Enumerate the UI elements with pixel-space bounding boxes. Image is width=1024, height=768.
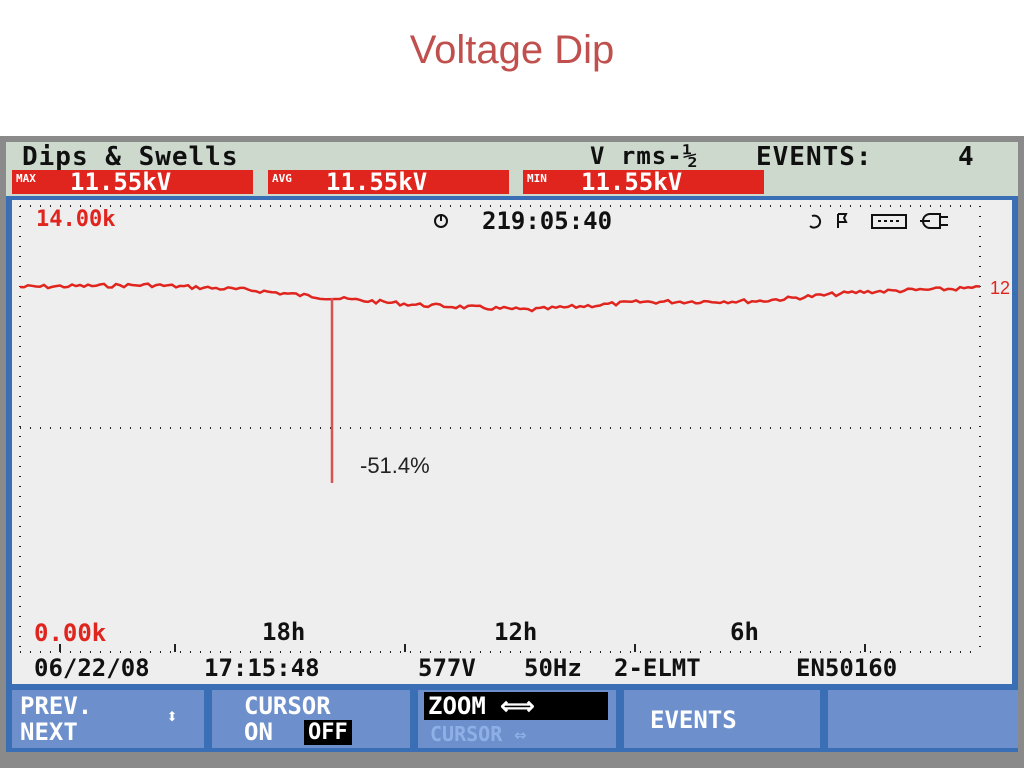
battery-icon xyxy=(871,214,907,229)
time-tick-6h: 6h xyxy=(730,618,759,646)
zoom-label: ZOOM xyxy=(428,692,486,720)
max-reading: MAX 11.55kV xyxy=(12,168,253,196)
min-value: 11.55kV xyxy=(581,168,683,196)
min-tag: MIN xyxy=(527,172,547,185)
cursor-on-label: ON xyxy=(244,718,273,746)
events-count: 4 xyxy=(958,142,975,172)
wiring-config: 2-ELMT xyxy=(614,654,701,682)
left-right-arrow-icon: ⟺ xyxy=(500,692,535,720)
prev-next-softkey[interactable]: PREV. NEXT ⬍ xyxy=(12,690,204,748)
time-tick-18h: 18h xyxy=(262,618,306,646)
voltage-trace xyxy=(19,282,981,313)
cursor-softkey[interactable]: CURSOR ON OFF xyxy=(212,690,410,748)
max-value: 11.55kV xyxy=(70,168,172,196)
y-axis-bottom: 0.00k xyxy=(34,619,107,647)
status-time: 17:15:48 xyxy=(204,654,320,682)
status-icons xyxy=(434,213,948,229)
blank-softkey[interactable] xyxy=(828,690,1018,748)
plot-area xyxy=(12,200,1012,684)
min-reading: MIN 11.55kV xyxy=(523,168,764,196)
mode-title: Dips & Swells xyxy=(22,142,239,172)
up-down-arrow-icon: ⬍ xyxy=(166,704,179,728)
dip-annotation: -51.4% xyxy=(360,453,430,478)
power-plug-icon xyxy=(920,213,948,229)
time-tick-12h: 12h xyxy=(494,618,538,646)
time-tick-marks xyxy=(59,644,866,652)
zoom-cursor-label: CURSOR ⇔ xyxy=(430,722,527,746)
slide-title: Voltage Dip xyxy=(409,28,615,72)
status-date: 06/22/08 xyxy=(34,654,150,682)
events-label: EVENTS: xyxy=(756,142,873,172)
zoom-softkey[interactable]: ZOOM ⟺ CURSOR ⇔ xyxy=(418,690,616,748)
elapsed-timer: 219:05:40 xyxy=(482,207,613,235)
plot-grid xyxy=(19,205,981,653)
measurement-type: V rms-½ xyxy=(590,142,699,170)
events-key-label: EVENTS xyxy=(650,706,737,734)
prev-label: PREV. xyxy=(20,692,93,720)
flag-icon xyxy=(837,213,848,228)
zoom-label-box: ZOOM ⟺ xyxy=(424,692,608,720)
frequency: 50Hz xyxy=(524,654,582,682)
avg-reading: AVG 11.55kV xyxy=(268,168,509,196)
max-tag: MAX xyxy=(16,172,36,185)
next-label: NEXT xyxy=(20,718,78,746)
events-softkey[interactable]: EVENTS xyxy=(624,690,820,748)
cursor-off-label: OFF xyxy=(304,720,352,745)
cursor-label: CURSOR xyxy=(244,692,331,720)
avg-value: 11.55kV xyxy=(326,168,428,196)
avg-tag: AVG xyxy=(272,172,292,185)
standard: EN50160 xyxy=(796,654,898,682)
right-level-marker: 12 xyxy=(990,278,1011,298)
nominal-voltage: 577V xyxy=(418,654,476,682)
refresh-icon xyxy=(809,214,822,229)
y-axis-top: 14.00k xyxy=(36,207,116,232)
